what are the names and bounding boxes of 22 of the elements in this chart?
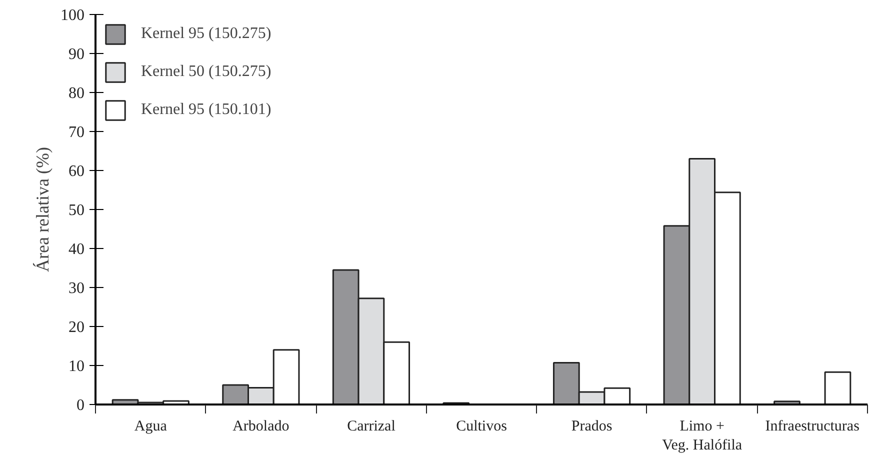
x-tick-label: Cultivos xyxy=(456,418,508,434)
y-axis-title: Área relativa (%) xyxy=(32,147,52,272)
x-tick-label: Limo + Veg. Halófila xyxy=(662,418,742,454)
y-tick-label: 40 xyxy=(68,241,84,258)
y-tick-label: 100 xyxy=(60,7,84,24)
y-tick-label: 60 xyxy=(68,163,84,180)
y-tick-label: 10 xyxy=(68,358,84,375)
legend-label: Kernel 95 (150.101) xyxy=(141,101,272,119)
y-tick-label: 50 xyxy=(68,202,84,219)
x-tick-label: Infraestructuras xyxy=(765,418,860,434)
y-tick-label: 90 xyxy=(68,46,84,63)
y-tick-label: 70 xyxy=(68,124,84,141)
y-tick-label: 30 xyxy=(68,280,84,297)
legend-label: Kernel 95 (150.275) xyxy=(141,25,272,43)
x-tick-label: Carrizal xyxy=(347,418,396,434)
x-tick-label: Prados xyxy=(571,418,612,434)
x-tick-label: Agua xyxy=(134,418,168,434)
y-tick-label: 80 xyxy=(68,85,84,102)
legend-label: Kernel 50 (150.275) xyxy=(141,63,272,81)
y-tick-label: 0 xyxy=(76,397,84,414)
y-tick-label: 20 xyxy=(68,319,84,336)
x-tick-label: Arbolado xyxy=(232,418,290,434)
